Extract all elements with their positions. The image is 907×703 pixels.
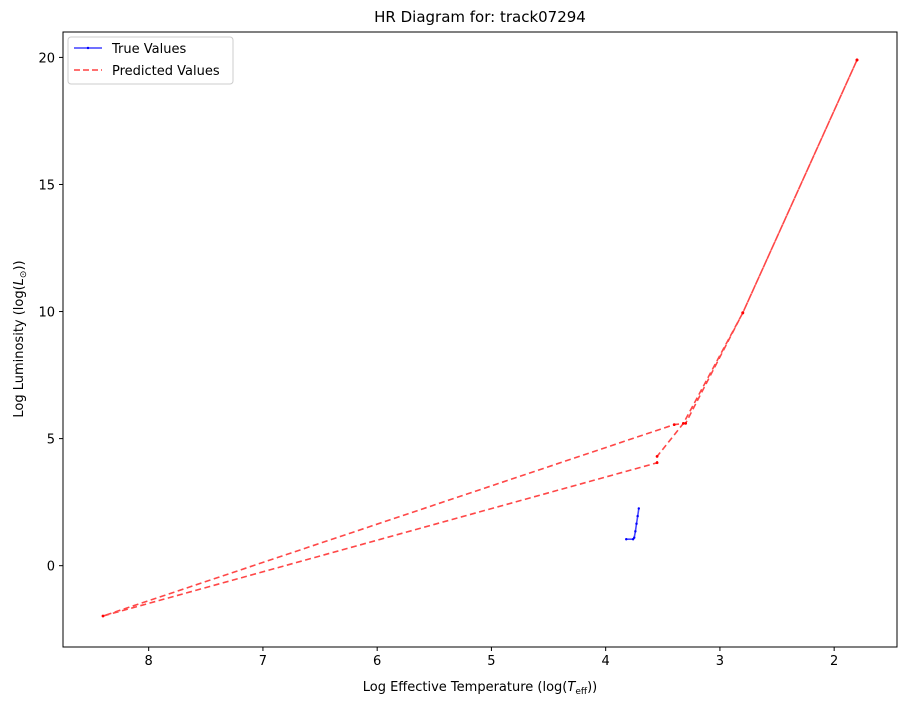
legend-label-true-values: True Values	[111, 42, 186, 57]
data-point-predicted-values	[855, 58, 859, 62]
y-tick-label: 0	[47, 560, 55, 575]
data-point-true-values	[637, 507, 641, 510]
x-tick-label: 5	[487, 654, 495, 669]
x-tick-label: 2	[830, 654, 838, 669]
data-point-predicted-values	[672, 423, 676, 427]
data-point-predicted-values	[655, 461, 659, 465]
data-point-predicted-values	[684, 421, 688, 425]
data-point-true-values	[636, 514, 639, 518]
data-point-predicted-values	[681, 421, 685, 425]
x-tick-label: 4	[602, 654, 610, 669]
chart-title: HR Diagram for: track07294	[374, 8, 586, 26]
data-point-true-values	[633, 536, 636, 539]
y-axis-label: Log Luminosity (log(L⊙))	[12, 260, 29, 417]
plot-frame	[62, 31, 898, 648]
x-tick-label: 3	[716, 654, 724, 669]
legend-box	[67, 36, 234, 85]
x-tick-label: 6	[373, 654, 381, 669]
data-point-predicted-values	[101, 614, 105, 618]
x-axis-label: Log Effective Temperature (log(Teff))	[363, 680, 598, 697]
x-tick-label: 8	[145, 654, 153, 669]
series-line-predicted-values	[102, 59, 858, 617]
legend-marker-true-values	[86, 46, 90, 50]
data-point-true-values	[625, 538, 628, 541]
legend: True Values Predicted Values	[67, 36, 234, 85]
y-tick-label: 15	[38, 178, 55, 193]
legend-label-predicted-values: Predicted Values	[112, 64, 220, 79]
data-point-predicted-values	[741, 311, 745, 315]
y-tick-label: 5	[47, 433, 55, 448]
y-tick-label: 20	[38, 51, 55, 66]
data-point-predicted-values	[655, 455, 659, 458]
data-point-true-values	[635, 522, 638, 525]
y-tick-label: 10	[38, 306, 55, 321]
x-tick-label: 7	[259, 654, 267, 669]
data-point-true-values	[634, 530, 637, 533]
